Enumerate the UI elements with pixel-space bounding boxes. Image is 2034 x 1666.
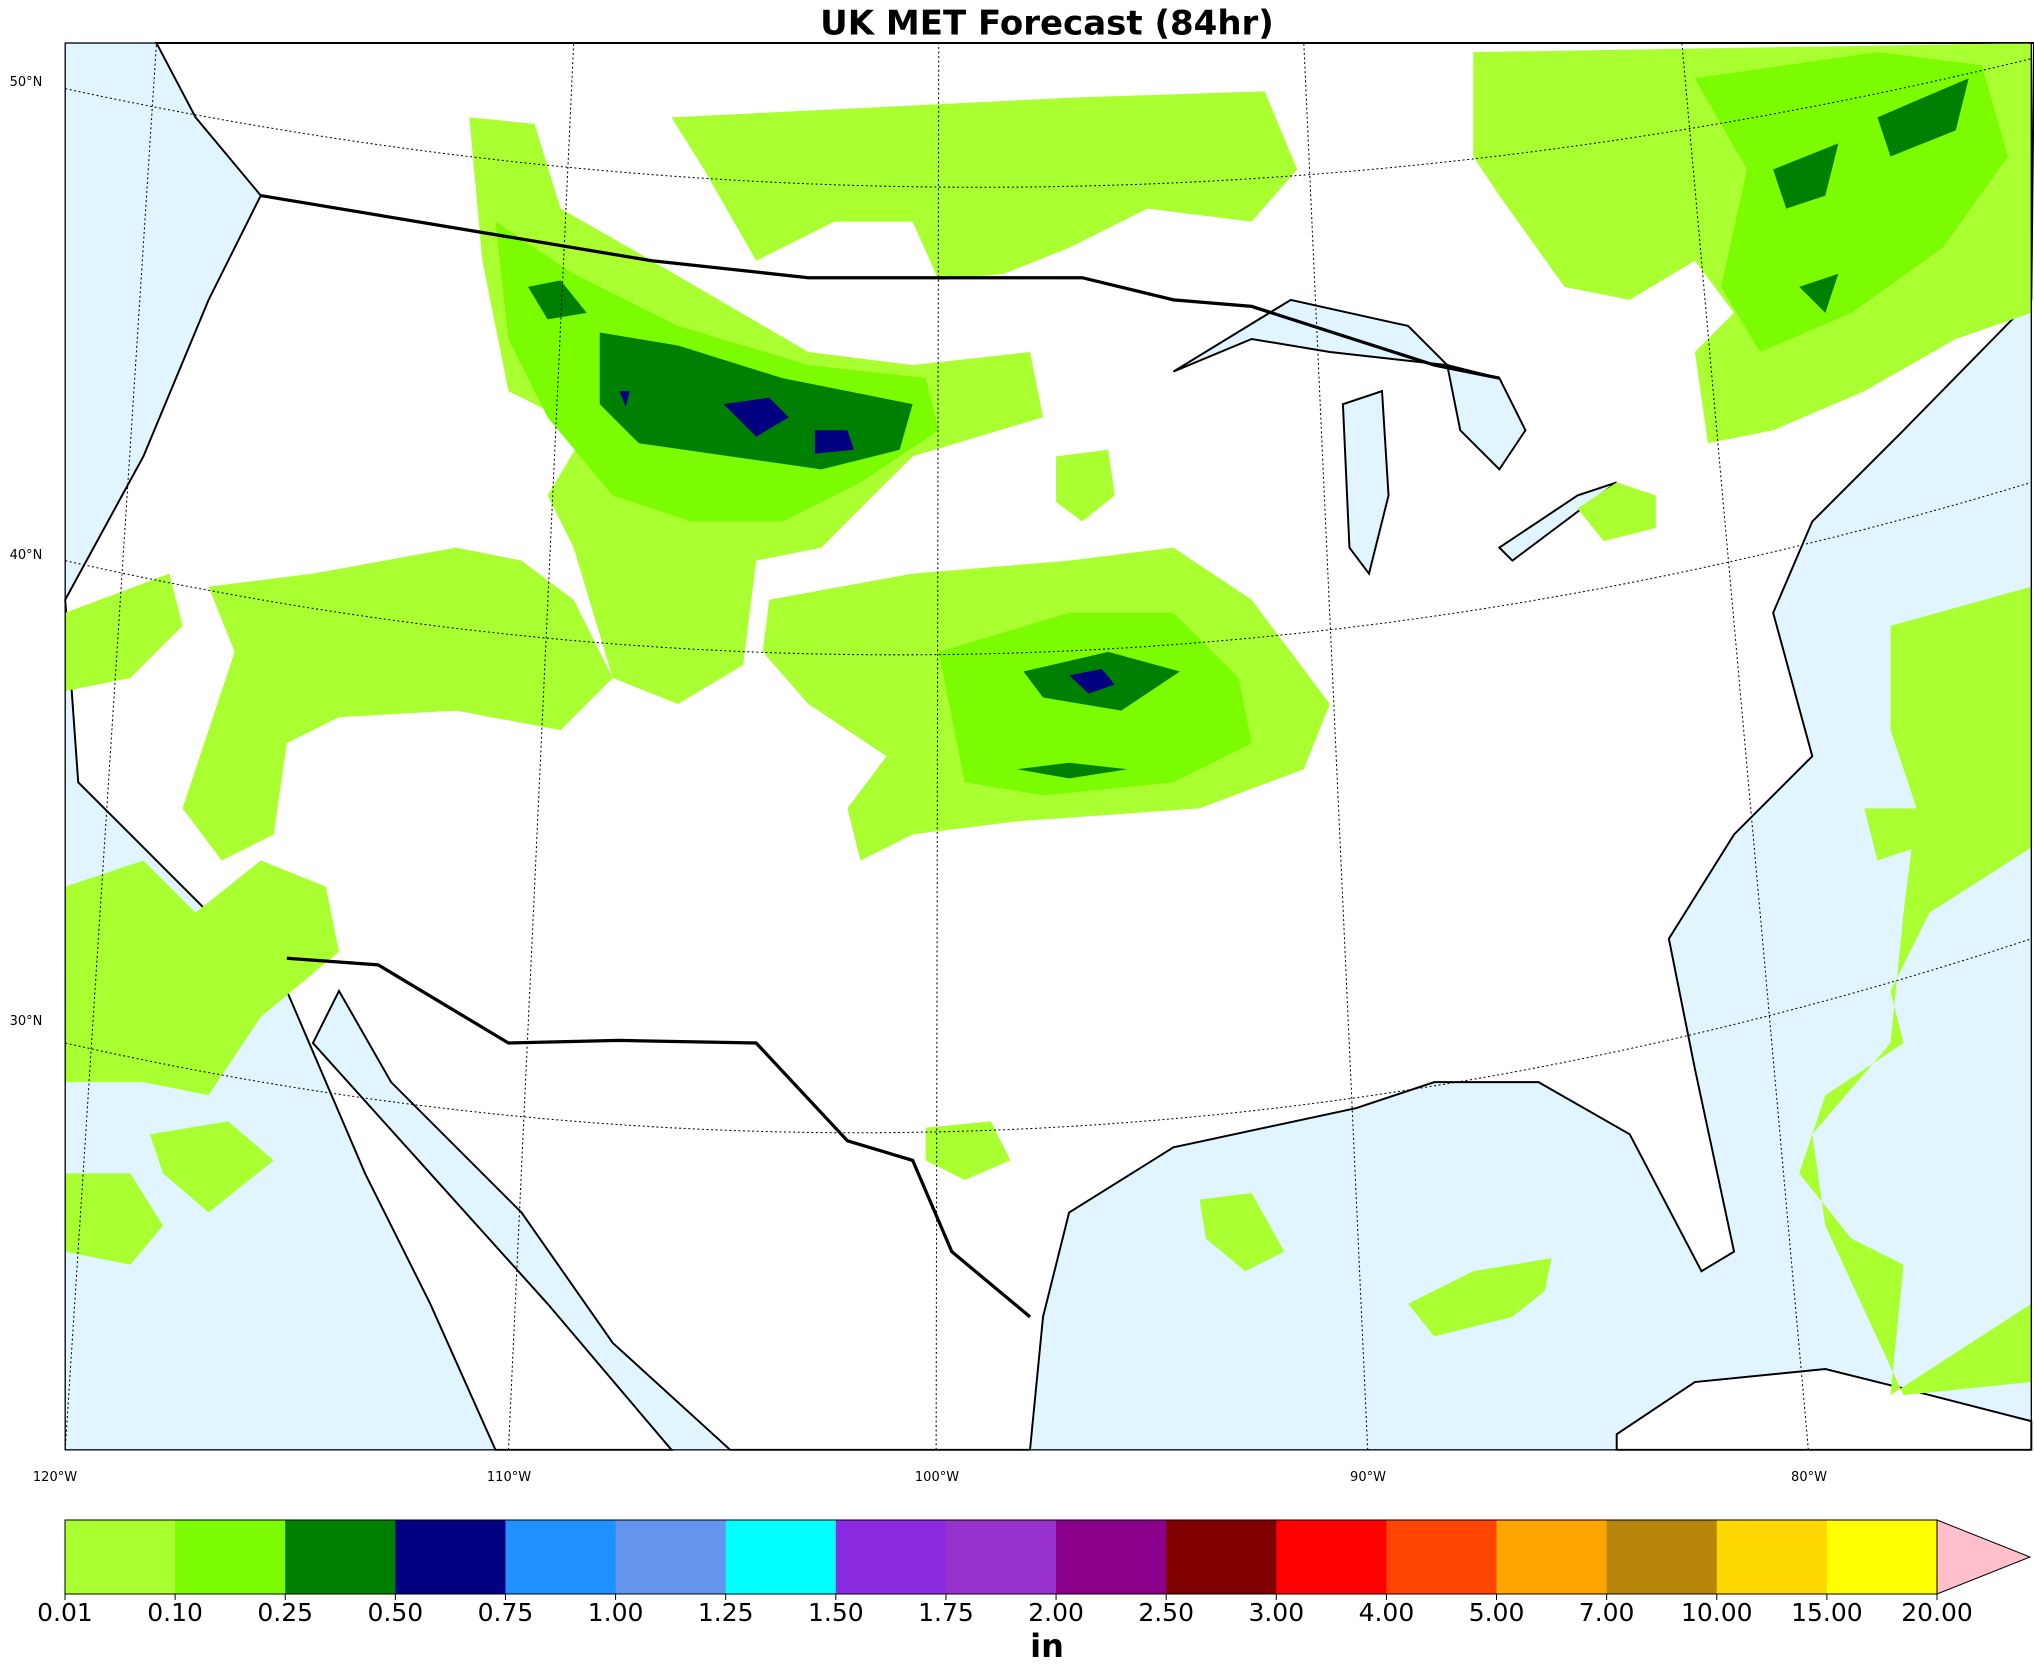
lon-label: 110°W bbox=[487, 1470, 531, 1485]
precip-area bbox=[65, 573, 339, 1096]
colorbar-tick-label: 0.25 bbox=[257, 1598, 313, 1627]
colorbar-tick-label: 0.10 bbox=[147, 1598, 203, 1627]
colorbar-bin bbox=[1826, 1520, 1938, 1594]
colorbar-extend bbox=[1936, 1519, 2032, 1595]
colorbar-bin bbox=[725, 1520, 837, 1594]
colorbar-bin bbox=[1496, 1520, 1608, 1594]
lon-label: 100°W bbox=[915, 1470, 959, 1485]
map bbox=[64, 42, 2034, 1451]
colorbar-tick-label: 1.50 bbox=[808, 1598, 864, 1627]
colorbar-bin bbox=[1386, 1520, 1498, 1594]
colorbar-bin bbox=[1716, 1520, 1828, 1594]
precip-area bbox=[65, 449, 1917, 1337]
colorbar-bin bbox=[285, 1520, 396, 1594]
colorbar-tick-label: 10.00 bbox=[1681, 1598, 1753, 1627]
lon-label: 80°W bbox=[1791, 1470, 1827, 1485]
colorbar: 0.01 0.10 0.25 0.50 0.75 1.00 1.25 1.50 1.75 2.00… bbox=[37, 1519, 2032, 1627]
colorbar-bin bbox=[505, 1520, 617, 1594]
map-title: UK MET Forecast (84hr) bbox=[820, 4, 1274, 44]
colorbar-tick-label: 5.00 bbox=[1469, 1598, 1525, 1627]
borders bbox=[260, 193, 1500, 1319]
precip-area bbox=[528, 78, 1969, 779]
colorbar-bin bbox=[615, 1520, 727, 1594]
map-frame bbox=[64, 42, 2032, 1451]
graticule-line bbox=[65, 58, 2032, 188]
colorbar-unit: in bbox=[1030, 1627, 1064, 1665]
colorbar-tick-label: 2.00 bbox=[1028, 1598, 1084, 1627]
precip-area bbox=[671, 91, 1298, 281]
lat-label: 40°N bbox=[10, 548, 43, 563]
lon-label: 120°W bbox=[33, 1470, 77, 1485]
lon-label: 90°W bbox=[1350, 1470, 1386, 1485]
colorbar-bin bbox=[1606, 1520, 1718, 1594]
colorbar-bin bbox=[175, 1520, 286, 1594]
precip-area bbox=[182, 547, 613, 861]
colorbar-bin bbox=[1056, 1520, 1167, 1594]
colorbar-bin bbox=[65, 1520, 176, 1594]
colorbar-tick-label: 1.25 bbox=[698, 1598, 754, 1627]
lake-michigan bbox=[1341, 389, 1390, 576]
colorbar-tick-label: 7.00 bbox=[1579, 1598, 1635, 1627]
colorbar-bin bbox=[945, 1520, 1057, 1594]
colorbar-bin bbox=[395, 1520, 506, 1594]
graticule bbox=[64, 42, 2032, 1450]
colorbar-bin bbox=[1166, 1520, 1277, 1594]
colorbar-tick-label: 0.75 bbox=[478, 1598, 534, 1627]
colorbar-tick-label: 20.00 bbox=[1901, 1598, 1973, 1627]
colorbar-tick-label: 15.00 bbox=[1791, 1598, 1863, 1627]
colorbar-bin bbox=[1276, 1520, 1387, 1594]
colorbar-tick-label: 0.50 bbox=[368, 1598, 424, 1627]
colorbar-tick-label: 1.75 bbox=[918, 1598, 974, 1627]
colorbar-tick-label: 1.00 bbox=[588, 1598, 644, 1627]
lat-label: 50°N bbox=[10, 75, 43, 90]
colorbar-tick-label: 2.50 bbox=[1138, 1598, 1194, 1627]
precip-area bbox=[1799, 586, 2032, 1396]
colorbar-tick-label: 3.00 bbox=[1248, 1598, 1304, 1627]
colorbar-tick-label: 4.00 bbox=[1359, 1598, 1415, 1627]
graticule-line bbox=[65, 481, 2032, 656]
colorbar-bin bbox=[835, 1520, 947, 1594]
graticule-line bbox=[64, 42, 1809, 1450]
colorbar-tick-label: 0.01 bbox=[37, 1598, 93, 1627]
precipitation bbox=[65, 43, 2032, 1396]
border bbox=[260, 193, 1500, 380]
colorbar-frame bbox=[64, 1519, 1938, 1595]
graticule-line bbox=[65, 938, 2032, 1134]
lat-label: 30°N bbox=[10, 1014, 43, 1029]
border bbox=[286, 956, 1032, 1319]
